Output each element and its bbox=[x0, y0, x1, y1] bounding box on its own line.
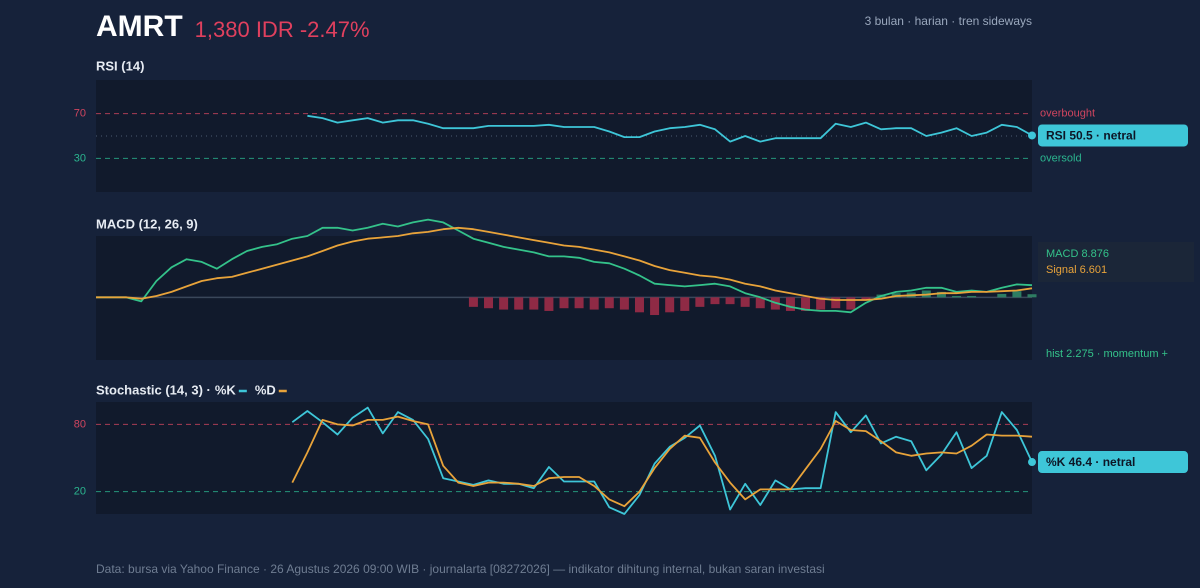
legend-label: %D bbox=[255, 382, 276, 397]
hist-bar bbox=[710, 297, 720, 305]
hist-bar bbox=[1027, 294, 1037, 298]
hist-bar bbox=[468, 297, 478, 307]
hist-bar bbox=[514, 297, 524, 310]
line-series bbox=[307, 114, 1033, 143]
hist-bar bbox=[499, 297, 509, 310]
callout: RSI 50.5 · netral bbox=[1046, 129, 1136, 143]
hist-bar bbox=[529, 297, 539, 310]
hist-bar bbox=[755, 297, 765, 309]
y-tick-label: 80 bbox=[74, 418, 86, 430]
zone-label: oversold bbox=[1040, 152, 1082, 164]
panel bbox=[96, 402, 1032, 514]
price: 1,380 IDR -2.47% bbox=[195, 17, 370, 42]
line-series bbox=[291, 406, 1033, 515]
y-tick-label: 30 bbox=[74, 152, 86, 164]
line-series bbox=[291, 415, 1033, 508]
hist-bar bbox=[997, 293, 1007, 298]
hist-bar bbox=[861, 297, 871, 301]
hist-bar bbox=[665, 297, 675, 313]
hist-bar bbox=[634, 297, 644, 313]
hist-bar bbox=[936, 291, 946, 298]
hist-bar bbox=[725, 297, 735, 305]
hist-bar bbox=[619, 297, 629, 310]
hist-bar bbox=[740, 297, 750, 307]
last-point bbox=[1028, 458, 1036, 467]
hist-bar bbox=[967, 295, 977, 298]
hist-bar bbox=[574, 297, 584, 309]
hist-bar bbox=[831, 297, 841, 309]
hist-bar bbox=[604, 297, 614, 309]
y-tick-label: 70 bbox=[74, 108, 86, 120]
hist-bar bbox=[801, 297, 811, 311]
signal-label: Signal 6.601 bbox=[1046, 264, 1107, 276]
last-point bbox=[1028, 131, 1036, 140]
zone-label: overbought bbox=[1040, 108, 1095, 120]
ticker: AMRT bbox=[96, 10, 183, 43]
panel-title: MACD (12, 26, 9) bbox=[96, 216, 198, 231]
hist-bar bbox=[680, 297, 690, 311]
callout-box bbox=[1038, 451, 1188, 474]
legend-label: %K bbox=[215, 382, 237, 397]
panel-title: RSI (14) bbox=[96, 58, 144, 73]
hist-bar bbox=[816, 297, 826, 310]
hist-bar bbox=[695, 297, 705, 307]
macd-label: MACD 8.876 bbox=[1046, 248, 1109, 260]
hist-bar bbox=[785, 297, 795, 311]
callout-box bbox=[1038, 124, 1188, 147]
hist-bar bbox=[544, 297, 554, 311]
y-tick-label: 20 bbox=[74, 486, 86, 498]
hist-label: hist 2.275 · momentum + bbox=[1046, 348, 1168, 360]
hist-bar bbox=[846, 297, 856, 310]
footer: Data: bursa via Yahoo Finance · 26 Agust… bbox=[96, 562, 825, 576]
callout: %K 46.4 · netral bbox=[1046, 455, 1135, 469]
hist-bar bbox=[650, 297, 660, 316]
panel-title: Stochastic (14, 3) · bbox=[96, 382, 211, 397]
hist-bar bbox=[589, 297, 599, 310]
context: 3 bulan · harian · tren sideways bbox=[865, 14, 1032, 28]
line-series bbox=[96, 226, 1033, 301]
hist-bar bbox=[484, 297, 494, 309]
hist-bar bbox=[559, 297, 569, 309]
hist-bar bbox=[1012, 291, 1022, 298]
value-box bbox=[1038, 242, 1194, 282]
hist-bar bbox=[952, 295, 962, 298]
